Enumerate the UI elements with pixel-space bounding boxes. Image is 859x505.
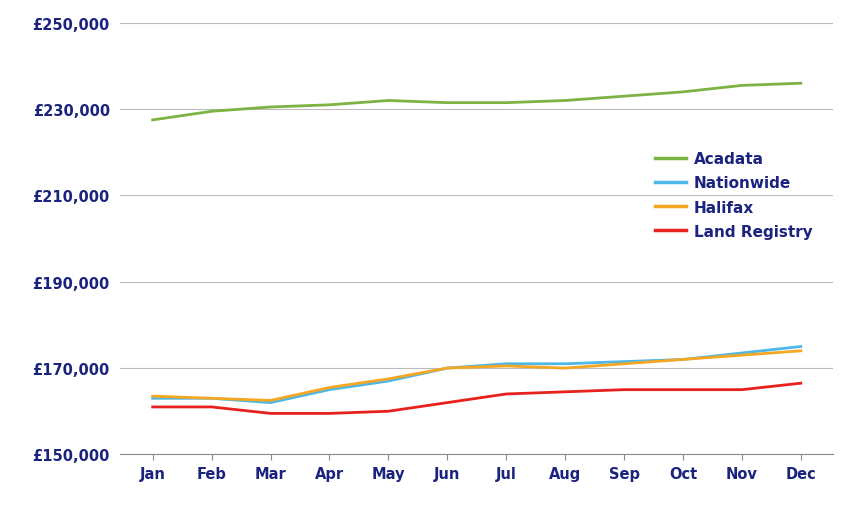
Land Registry: [737, 387, 747, 393]
Land Registry: [265, 411, 276, 417]
Acadata: [501, 100, 511, 107]
Halifax: [795, 348, 806, 354]
Nationwide: [618, 359, 629, 365]
Nationwide: [265, 400, 276, 406]
Acadata: [148, 118, 158, 124]
Halifax: [678, 357, 688, 363]
Halifax: [383, 376, 393, 382]
Acadata: [618, 94, 629, 100]
Halifax: [148, 393, 158, 399]
Line: Halifax: Halifax: [153, 351, 801, 400]
Nationwide: [442, 365, 453, 371]
Nationwide: [737, 350, 747, 357]
Land Registry: [383, 409, 393, 415]
Halifax: [560, 365, 570, 371]
Land Registry: [618, 387, 629, 393]
Land Registry: [501, 391, 511, 397]
Halifax: [265, 397, 276, 403]
Line: Land Registry: Land Registry: [153, 383, 801, 414]
Halifax: [618, 361, 629, 367]
Land Registry: [206, 404, 216, 410]
Acadata: [560, 98, 570, 105]
Acadata: [265, 105, 276, 111]
Nationwide: [501, 361, 511, 367]
Land Registry: [148, 404, 158, 410]
Halifax: [737, 352, 747, 359]
Acadata: [737, 83, 747, 89]
Acadata: [206, 109, 216, 115]
Land Registry: [560, 389, 570, 395]
Legend: Acadata, Nationwide, Halifax, Land Registry: Acadata, Nationwide, Halifax, Land Regis…: [649, 146, 819, 245]
Nationwide: [148, 395, 158, 401]
Line: Acadata: Acadata: [153, 84, 801, 121]
Halifax: [325, 385, 335, 391]
Land Registry: [442, 400, 453, 406]
Acadata: [678, 90, 688, 96]
Nationwide: [795, 344, 806, 350]
Nationwide: [325, 387, 335, 393]
Land Registry: [325, 411, 335, 417]
Line: Nationwide: Nationwide: [153, 347, 801, 403]
Nationwide: [206, 395, 216, 401]
Acadata: [442, 100, 453, 107]
Acadata: [795, 81, 806, 87]
Halifax: [501, 363, 511, 369]
Acadata: [383, 98, 393, 105]
Nationwide: [678, 357, 688, 363]
Halifax: [206, 395, 216, 401]
Land Registry: [678, 387, 688, 393]
Nationwide: [560, 361, 570, 367]
Acadata: [325, 103, 335, 109]
Land Registry: [795, 380, 806, 386]
Nationwide: [383, 378, 393, 384]
Halifax: [442, 365, 453, 371]
